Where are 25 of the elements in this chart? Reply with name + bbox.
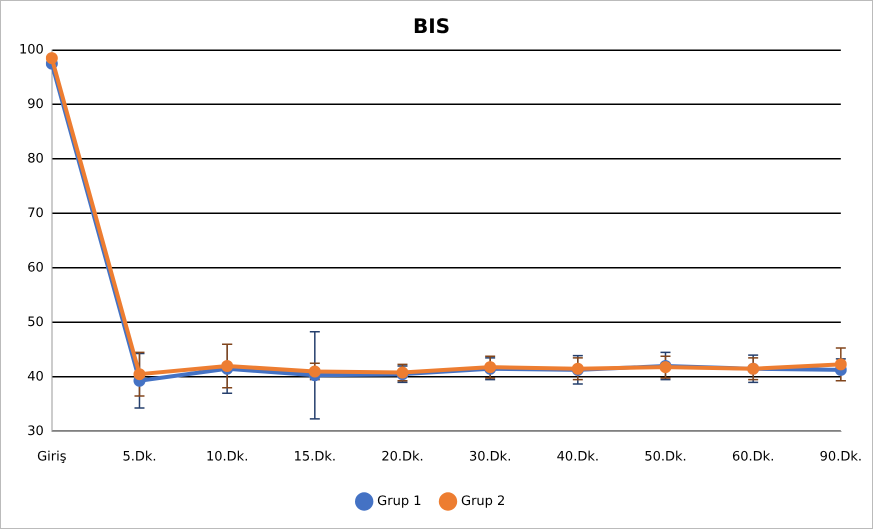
y-tick-label: 50	[27, 314, 44, 330]
x-tick-label: 40.Dk.	[556, 450, 599, 465]
y-tick-label: 100	[18, 42, 44, 58]
x-tick-label: Giriş	[37, 450, 67, 465]
point	[834, 358, 847, 370]
y-tick-label: 90	[27, 96, 44, 112]
point	[133, 368, 146, 380]
y-tick-label: 40	[27, 369, 44, 384]
x-tick-label: 60.Dk.	[732, 450, 774, 465]
x-tick-label: 90.Dk.	[820, 450, 862, 465]
point	[46, 52, 58, 64]
x-tick-label: 50.Dk.	[644, 450, 687, 465]
y-tick-label: 80	[27, 151, 44, 166]
chart-title: BIS	[412, 14, 450, 38]
legend-label: Grup 2	[461, 494, 506, 509]
x-tick-label: 5.Dk.	[122, 450, 157, 465]
y-tick-label: 60	[27, 260, 44, 276]
legend-label: Grup 1	[377, 494, 422, 509]
x-tick-label: 10.Dk.	[206, 450, 248, 465]
x-tick-label: 30.Dk.	[468, 450, 512, 465]
x-tick-label: 15.Dk.	[294, 450, 336, 465]
point	[221, 360, 234, 372]
x-tick-label: 20.Dk.	[381, 450, 424, 465]
y-tick-label: 30	[27, 424, 44, 439]
y-tick-label: 70	[27, 206, 44, 221]
